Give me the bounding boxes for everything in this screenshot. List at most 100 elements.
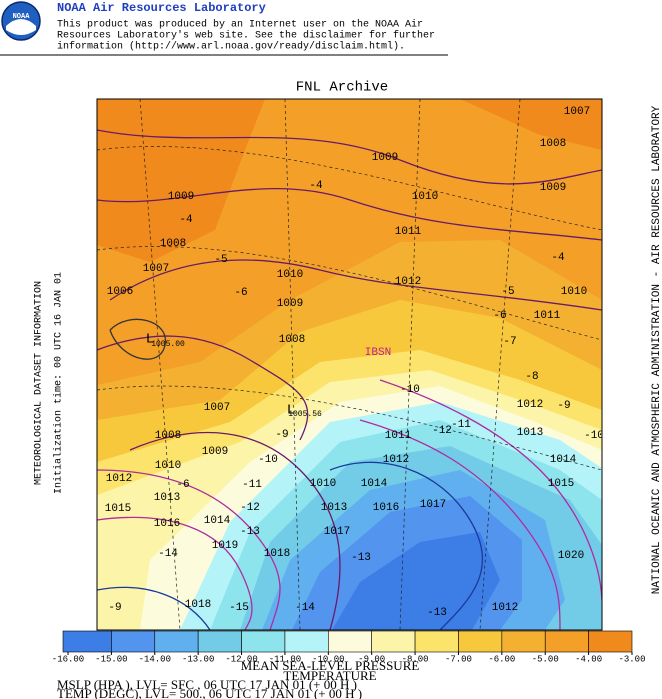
contour-label: 1010 bbox=[561, 286, 587, 298]
lat-lon-line bbox=[479, 99, 521, 630]
map: 1007 1008 1009 1009 -4 1010 1009 -4 1008 1011 -5 -4… bbox=[97, 99, 604, 630]
colorbar-tick-label: -14.00 bbox=[139, 654, 171, 664]
contour-label: -14 bbox=[158, 548, 178, 560]
colorbar-cell bbox=[241, 630, 286, 653]
contour-label: -5 bbox=[214, 254, 227, 266]
contour-line bbox=[379, 379, 602, 601]
station-label: IBSN bbox=[365, 347, 391, 359]
contour-label: -11 bbox=[451, 419, 471, 431]
contour-label: -6 bbox=[493, 310, 506, 322]
colorbar-cell bbox=[414, 630, 459, 653]
contour-label: 1014 bbox=[550, 454, 577, 466]
agency-label: NATIONAL OCEANIC AND ATMOSPHERIC ADMINIS… bbox=[651, 105, 662, 594]
contour-label: -10 bbox=[584, 430, 604, 442]
contour-line bbox=[129, 432, 341, 630]
contour-label: 1009 bbox=[277, 298, 303, 310]
contour-label: -12 bbox=[240, 502, 260, 514]
lat-lon-line bbox=[97, 146, 602, 231]
disclaimer-line: Resources Laboratory's web site. See the… bbox=[57, 30, 435, 42]
temp-band bbox=[97, 99, 265, 262]
contour-line bbox=[97, 335, 309, 441]
contour-label: 1012 bbox=[395, 276, 421, 288]
contour-line bbox=[359, 419, 561, 630]
contour-label: 1012 bbox=[383, 454, 409, 466]
contour-label: 1006 bbox=[107, 286, 133, 298]
colorbar-cell bbox=[328, 630, 372, 653]
contour-label: -7 bbox=[503, 336, 516, 348]
contour-label: 1018 bbox=[264, 548, 290, 560]
contour-label: 1010 bbox=[412, 191, 438, 203]
colorbar-tick-label: -15.00 bbox=[95, 654, 127, 664]
colorbar-tick-label: -11.00 bbox=[269, 654, 301, 664]
contour-line bbox=[97, 187, 602, 241]
contour-label: -4 bbox=[551, 252, 565, 264]
colorbar-tick-label: -5.00 bbox=[532, 654, 559, 664]
map-frame bbox=[96, 98, 603, 631]
colorbar-cell bbox=[544, 630, 589, 653]
caption: MEAN SEA-LEVEL PRESSURE bbox=[241, 658, 420, 673]
contour-label: 1008 bbox=[540, 138, 566, 150]
contour-label: 1014 bbox=[361, 478, 388, 490]
header-title: NOAA Air Resources Laboratory bbox=[57, 1, 266, 15]
contour-label: 1013 bbox=[321, 502, 347, 514]
colorbar-cell bbox=[284, 630, 329, 653]
contour-label: 1015 bbox=[105, 503, 131, 515]
contour-line bbox=[109, 259, 602, 311]
contour-label: 1013 bbox=[154, 492, 180, 504]
contour-label: 1011 bbox=[395, 226, 422, 238]
lat-lon-line bbox=[97, 385, 602, 471]
contour-label: 1008 bbox=[160, 238, 186, 250]
contour-label: -6 bbox=[176, 479, 189, 491]
colorbar-tick-label: -4.00 bbox=[575, 654, 602, 664]
lat-lon-line bbox=[139, 99, 181, 630]
contour-label: 1005.00 bbox=[151, 340, 185, 349]
contour-label: 1015 bbox=[548, 478, 574, 490]
contour-label: 1017 bbox=[324, 526, 350, 538]
contour-label: 1007 bbox=[564, 106, 590, 118]
contour-label: -9 bbox=[108, 602, 121, 614]
contour-label: 1014 bbox=[204, 515, 231, 527]
contour-label: -9 bbox=[275, 429, 288, 441]
colorbar-tick-label: -6.00 bbox=[488, 654, 515, 664]
contour-label: 1010 bbox=[277, 269, 303, 281]
disclaimer-line: This product was produced by an Internet… bbox=[57, 19, 423, 31]
contour-label: 1010 bbox=[310, 478, 336, 490]
contour-label: 1011 bbox=[534, 310, 561, 322]
header: NOAA NOAA Air Resources Laboratory This … bbox=[0, 1, 448, 56]
contour-label: 1010 bbox=[155, 460, 181, 472]
temp-band bbox=[460, 99, 602, 150]
contour-line bbox=[109, 318, 166, 360]
caption: TEMP (DEGC), LVL= 500., 06 UTC 17 JAN 01… bbox=[57, 686, 362, 699]
colorbar: -16.00 -15.00 -14.00 -13.00 -12.00 -11.00 -10.… bbox=[52, 630, 646, 664]
colorbar-tick-label: -16.00 bbox=[52, 654, 84, 664]
contour-label: L bbox=[146, 332, 154, 348]
contour-label: -11 bbox=[242, 479, 262, 491]
colorbar-tick-label: -12.00 bbox=[225, 654, 257, 664]
colorbar-cell bbox=[197, 630, 242, 653]
colorbar-tick-label: -9.00 bbox=[358, 654, 385, 664]
contour-label: 1009 bbox=[168, 191, 194, 203]
contour-label: -15 bbox=[229, 602, 249, 614]
colorbar-cell bbox=[458, 630, 503, 653]
contour-label: -12 bbox=[432, 425, 452, 437]
contour-label: -4 bbox=[179, 214, 193, 226]
lat-lon-line bbox=[284, 99, 301, 630]
contour-label: 1007 bbox=[204, 402, 230, 414]
init-time: Initialization time: 00 UTC 16 JAN 01 bbox=[53, 272, 65, 494]
contour-label: 1019 bbox=[212, 540, 238, 552]
contour-line bbox=[97, 469, 281, 630]
contour-label: 1007 bbox=[143, 263, 169, 275]
colorbar-tick-label: -8.00 bbox=[402, 654, 429, 664]
contour-label: 1020 bbox=[558, 550, 584, 562]
contour-label: -13 bbox=[240, 526, 260, 538]
contour-label: 1009 bbox=[202, 446, 228, 458]
contour-label: -10 bbox=[258, 454, 278, 466]
contour-label: -13 bbox=[351, 552, 371, 564]
logo-wave bbox=[6, 19, 36, 35]
colorbar-tick-label: -7.00 bbox=[445, 654, 472, 664]
contour-line bbox=[97, 586, 211, 630]
contour-label: 1009 bbox=[540, 182, 566, 194]
contour-label: 1009 bbox=[372, 152, 398, 164]
